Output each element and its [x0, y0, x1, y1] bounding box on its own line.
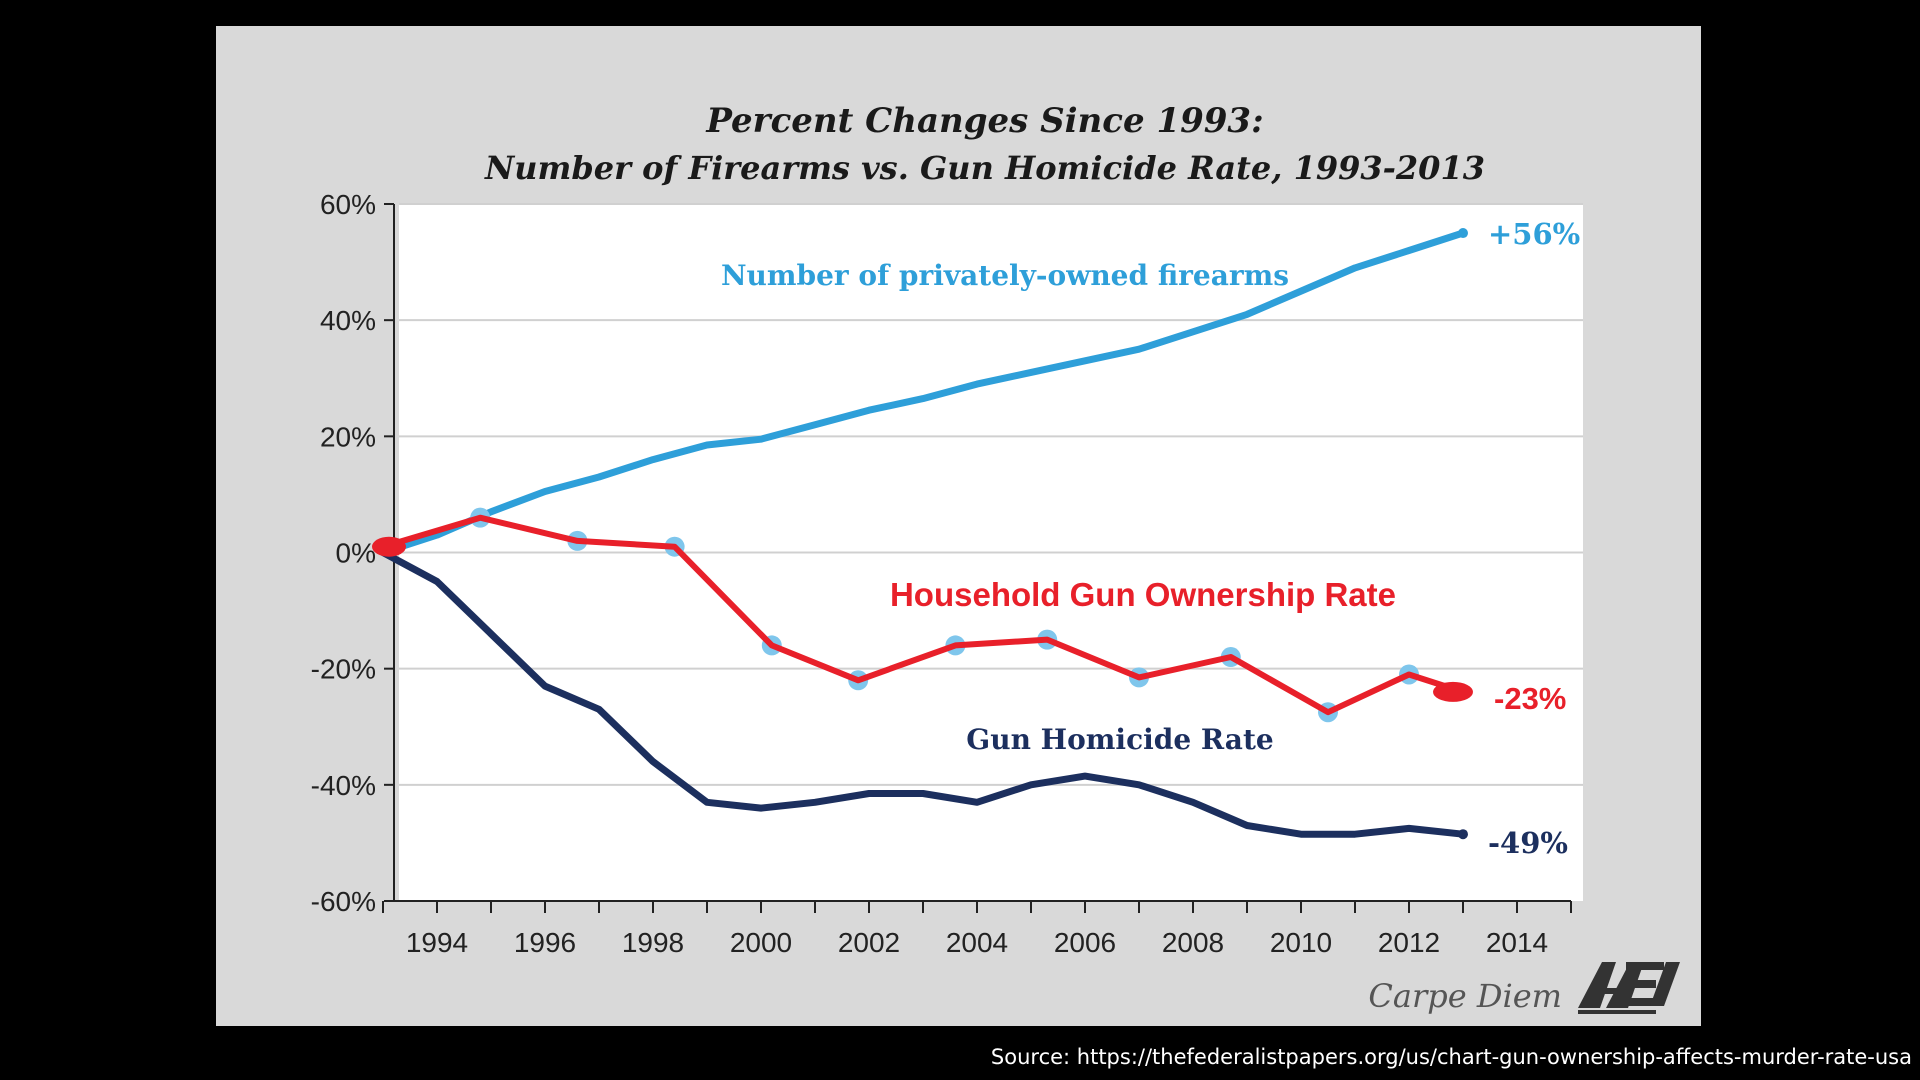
series-line-firearms [379, 229, 1467, 556]
x-tick-label: 1996 [514, 927, 576, 958]
x-tick-label: 2006 [1054, 927, 1116, 958]
chart-title-line1: Percent Changes Since 1993: [705, 101, 1263, 141]
chart-title-line2: Number of Firearms vs. Gun Homicide Rate… [484, 149, 1485, 187]
series-end-marker-firearms [1458, 228, 1468, 239]
series-label-firearms: Number of privately-owned firearms [721, 259, 1289, 292]
y-tick-label: -40% [311, 770, 376, 801]
x-tick-label: 2010 [1270, 927, 1332, 958]
ownership-end-marker [1433, 681, 1473, 702]
series-label-homicide: Gun Homicide Rate [966, 723, 1273, 756]
series-line-ownership [380, 514, 1466, 716]
x-tick-label: 2012 [1378, 927, 1440, 958]
aei-logo [1578, 962, 1680, 1014]
axes: 60% 40% 20% 0% -20% -40% -60% 1994 1996 1998 2000 2… [311, 189, 1572, 958]
x-tick-label: 2014 [1486, 927, 1548, 958]
y-tick-label: 60% [320, 189, 376, 220]
y-tick-label: -60% [311, 886, 376, 917]
y-tick-label: 40% [320, 305, 376, 336]
x-tick-label: 2008 [1162, 927, 1224, 958]
x-tick-label: 1998 [622, 927, 684, 958]
ownership-start-marker [372, 536, 406, 557]
grid-lines [399, 203, 1583, 786]
series-line-homicide [379, 549, 1467, 838]
x-tick-label: 2002 [838, 927, 900, 958]
end-label-homicide: -49% [1488, 826, 1568, 860]
x-tick-label: 2000 [730, 927, 792, 958]
series-label-ownership: Household Gun Ownership Rate [890, 576, 1396, 613]
y-tick-label: -20% [311, 654, 376, 685]
x-tick-label: 2004 [946, 927, 1008, 958]
end-label-ownership: -23% [1494, 681, 1566, 716]
series-end-marker-homicide [1458, 829, 1468, 840]
x-tick-label: 1994 [406, 927, 468, 958]
y-tick-label: 20% [320, 421, 376, 452]
series-labels: Number of privately-owned firearms Gun Ho… [721, 217, 1580, 860]
source-citation: Source: https://thefederalistpapers.org/… [990, 1045, 1912, 1069]
y-tick-label: 0% [336, 538, 376, 569]
watermark-text: Carpe Diem [1368, 977, 1562, 1015]
series-lines [372, 228, 1473, 840]
end-label-firearms: +56% [1488, 217, 1580, 251]
